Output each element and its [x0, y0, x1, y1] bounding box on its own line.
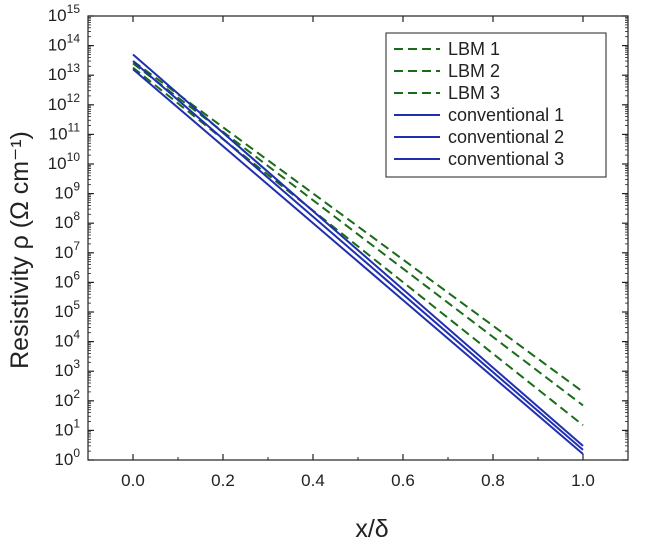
y-tick-label: 1011 [49, 120, 81, 143]
y-tick-label: 104 [54, 328, 80, 351]
y-tick-base: 10 [54, 243, 73, 262]
series-line-lbm-1 [132, 60, 584, 393]
y-tick-exponent: 13 [67, 61, 81, 75]
y-tick-exponent: 8 [73, 209, 80, 223]
x-tick-label: 0.4 [301, 471, 325, 490]
axes: 0.0 0.2 0.4 0.6 0.8 1.01001011021031041051061… [48, 2, 629, 490]
y-tick-base: 10 [54, 272, 73, 291]
x-tick-label: 0.8 [481, 471, 505, 490]
y-tick-label: 1012 [48, 91, 81, 114]
x-tick-label: 0.0 [121, 471, 145, 490]
legend-label: conventional 1 [448, 105, 564, 125]
series-line-lbm-2 [132, 62, 584, 407]
y-tick-exponent: 4 [73, 328, 80, 342]
y-tick-base: 10 [48, 65, 67, 84]
y-tick-base: 10 [48, 154, 67, 173]
y-tick-label: 101 [54, 416, 80, 439]
y-tick-base: 10 [54, 391, 73, 410]
y-tick-label: 109 [54, 180, 80, 203]
y-tick-label: 107 [54, 239, 80, 262]
y-tick-exponent: 5 [73, 298, 80, 312]
legend-label: conventional 3 [448, 149, 564, 169]
y-tick-exponent: 0 [73, 446, 80, 460]
y-tick-exponent: 11 [68, 120, 81, 134]
y-tick-label: 1013 [48, 61, 81, 84]
x-tick-label: 1.0 [571, 471, 595, 490]
y-tick-exponent: 2 [73, 387, 80, 401]
y-tick-label: 1015 [48, 2, 81, 25]
y-tick-base: 10 [54, 420, 73, 439]
series-line-conventional-1 [132, 53, 584, 447]
y-tick-label: 102 [54, 387, 80, 410]
x-axis-title: x/δ [355, 515, 388, 543]
y-tick-label: 106 [54, 268, 80, 291]
y-tick-base: 10 [54, 361, 73, 380]
series-line-lbm-3 [132, 66, 584, 426]
x-tick-label: 0.6 [391, 471, 415, 490]
y-tick-label: 1014 [48, 32, 81, 55]
legend-label: conventional 2 [448, 127, 564, 147]
y-tick-label: 108 [54, 209, 80, 232]
y-tick-base: 10 [54, 184, 73, 203]
y-tick-exponent: 9 [73, 180, 80, 194]
y-tick-label: 105 [54, 298, 80, 321]
legend-label: LBM 3 [448, 83, 500, 103]
x-tick-label: 0.2 [211, 471, 235, 490]
y-tick-base: 10 [49, 124, 68, 143]
y-tick-label: 1010 [48, 150, 81, 173]
y-tick-exponent: 12 [67, 91, 81, 105]
legend-label: LBM 1 [448, 39, 500, 59]
y-tick-base: 10 [48, 95, 67, 114]
y-tick-base: 10 [54, 302, 73, 321]
y-tick-exponent: 3 [73, 357, 80, 371]
y-tick-label: 103 [54, 357, 80, 380]
y-tick-base: 10 [54, 332, 73, 351]
y-axis-title: Resistivity ρ (Ω cm⁻¹) [6, 131, 34, 369]
series-lines [132, 53, 584, 455]
y-tick-base: 10 [48, 36, 67, 55]
y-tick-exponent: 7 [73, 239, 80, 253]
legend-box [385, 32, 607, 178]
y-tick-base: 10 [48, 6, 67, 25]
series-line-conventional-2 [132, 60, 584, 451]
y-tick-exponent: 14 [67, 32, 81, 46]
y-tick-exponent: 10 [67, 150, 81, 164]
y-tick-label: 100 [54, 446, 80, 469]
y-tick-exponent: 15 [67, 2, 81, 16]
series-line-conventional-3 [132, 68, 584, 455]
legend-label: LBM 2 [448, 61, 500, 81]
y-tick-exponent: 1 [73, 416, 80, 430]
y-tick-base: 10 [54, 450, 73, 469]
y-tick-base: 10 [54, 213, 73, 232]
y-tick-exponent: 6 [73, 268, 80, 282]
